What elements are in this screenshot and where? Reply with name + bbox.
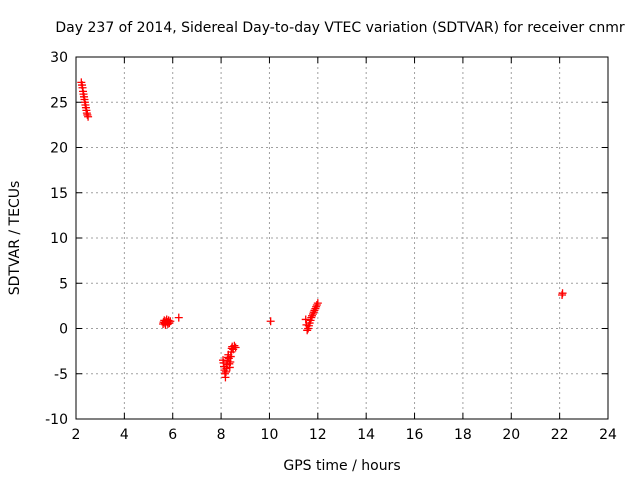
data-points bbox=[77, 78, 567, 382]
axis-ticks bbox=[75, 56, 609, 420]
data-point bbox=[83, 110, 92, 119]
y-tick-label: -10 bbox=[45, 412, 68, 428]
y-tick-label: 0 bbox=[59, 322, 68, 338]
x-tick-label: 8 bbox=[217, 427, 226, 443]
data-point bbox=[230, 341, 239, 350]
y-tick-label: 15 bbox=[50, 186, 68, 202]
data-point bbox=[165, 319, 174, 328]
y-tick-label: -5 bbox=[54, 367, 68, 383]
data-point bbox=[174, 313, 183, 322]
data-point bbox=[308, 310, 317, 319]
data-point bbox=[266, 317, 275, 326]
x-tick-label: 10 bbox=[261, 427, 279, 443]
data-point bbox=[310, 306, 319, 315]
y-tick-label: 30 bbox=[50, 50, 68, 66]
data-point bbox=[312, 302, 321, 311]
data-point bbox=[558, 289, 567, 298]
x-tick-label: 12 bbox=[309, 427, 327, 443]
data-point bbox=[303, 326, 312, 335]
x-tick-label: 18 bbox=[454, 427, 472, 443]
data-point bbox=[309, 308, 318, 317]
x-tick-label: 2 bbox=[72, 427, 81, 443]
data-point bbox=[313, 299, 322, 308]
y-tick-label: 10 bbox=[50, 231, 68, 247]
data-point bbox=[307, 313, 316, 322]
data-point bbox=[166, 317, 175, 326]
y-tick-label: 25 bbox=[50, 95, 68, 111]
data-point bbox=[84, 112, 93, 121]
data-point bbox=[311, 304, 320, 313]
x-tick-label: 4 bbox=[120, 427, 129, 443]
x-tick-label: 16 bbox=[406, 427, 424, 443]
y-tick-label: 5 bbox=[59, 276, 68, 292]
x-tick-label: 22 bbox=[551, 427, 569, 443]
x-tick-label: 20 bbox=[502, 427, 520, 443]
x-tick-label: 24 bbox=[599, 427, 617, 443]
y-tick-label: 20 bbox=[50, 141, 68, 157]
chart-title: Day 237 of 2014, Sidereal Day-to-day VTE… bbox=[55, 20, 624, 36]
data-point bbox=[308, 311, 317, 320]
x-axis-tick-labels: 2 4 6 8 10 12 14 16 18 20 22 24 bbox=[72, 427, 617, 443]
data-point bbox=[312, 300, 321, 309]
x-tick-label: 6 bbox=[168, 427, 177, 443]
y-axis-tick-labels: -10 -5 0 5 10 15 20 25 30 bbox=[45, 50, 68, 428]
y-axis-label: SDTVAR / TECUs bbox=[7, 181, 23, 296]
x-axis-label: GPS time / hours bbox=[283, 458, 400, 474]
data-point bbox=[231, 343, 240, 352]
x-tick-label: 14 bbox=[357, 427, 375, 443]
data-point bbox=[301, 315, 310, 324]
grid-lines bbox=[76, 57, 608, 419]
